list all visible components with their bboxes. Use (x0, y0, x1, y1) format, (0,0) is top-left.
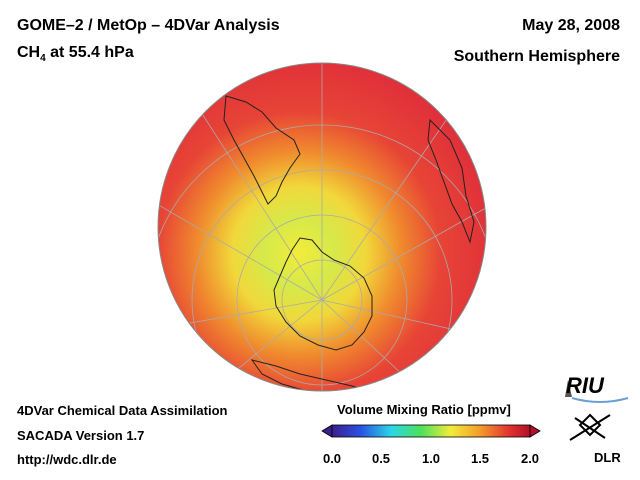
dlr-logo (569, 413, 611, 441)
colorbar-tick-3: 1.5 (470, 451, 490, 466)
coastlines (223, 95, 475, 391)
species-level: CH4 at 55.4 hPa (17, 44, 134, 64)
footer-line-1: 4DVar Chemical Data Assimilation (17, 403, 228, 418)
globe-outline (157, 62, 487, 392)
date-label: May 28, 2008 (522, 17, 620, 34)
map-title: GOME–2 / MetOp – 4DVar Analysis (17, 17, 280, 34)
region-label: Southern Hemisphere (453, 48, 620, 65)
footer-url[interactable]: http://wdc.dlr.de (17, 452, 117, 467)
colorbar-title: Volume Mixing Ratio [ppmv] (337, 402, 511, 417)
footer-line-2: SACADA Version 1.7 (17, 428, 145, 443)
dlr-logo-text: DLR (594, 450, 621, 465)
graticule (158, 63, 486, 391)
colorbar-tick-1: 0.5 (371, 451, 391, 466)
riu-logo (565, 380, 629, 403)
species-subscript: 4 (40, 53, 46, 65)
species-label: CH (17, 44, 41, 61)
colorbar-high-arrow (529, 424, 541, 438)
riu-logo-text: RIU (566, 373, 604, 398)
colorbar-tick-0: 0.0 (322, 451, 342, 466)
colorbar-ramp (331, 424, 531, 438)
colorbar-tick-2: 1.0 (421, 451, 441, 466)
colorbar-tick-4: 2.0 (520, 451, 540, 466)
colorbar (321, 424, 541, 438)
colorbar-low-arrow (321, 424, 333, 438)
level-label: at 55.4 hPa (45, 44, 134, 61)
